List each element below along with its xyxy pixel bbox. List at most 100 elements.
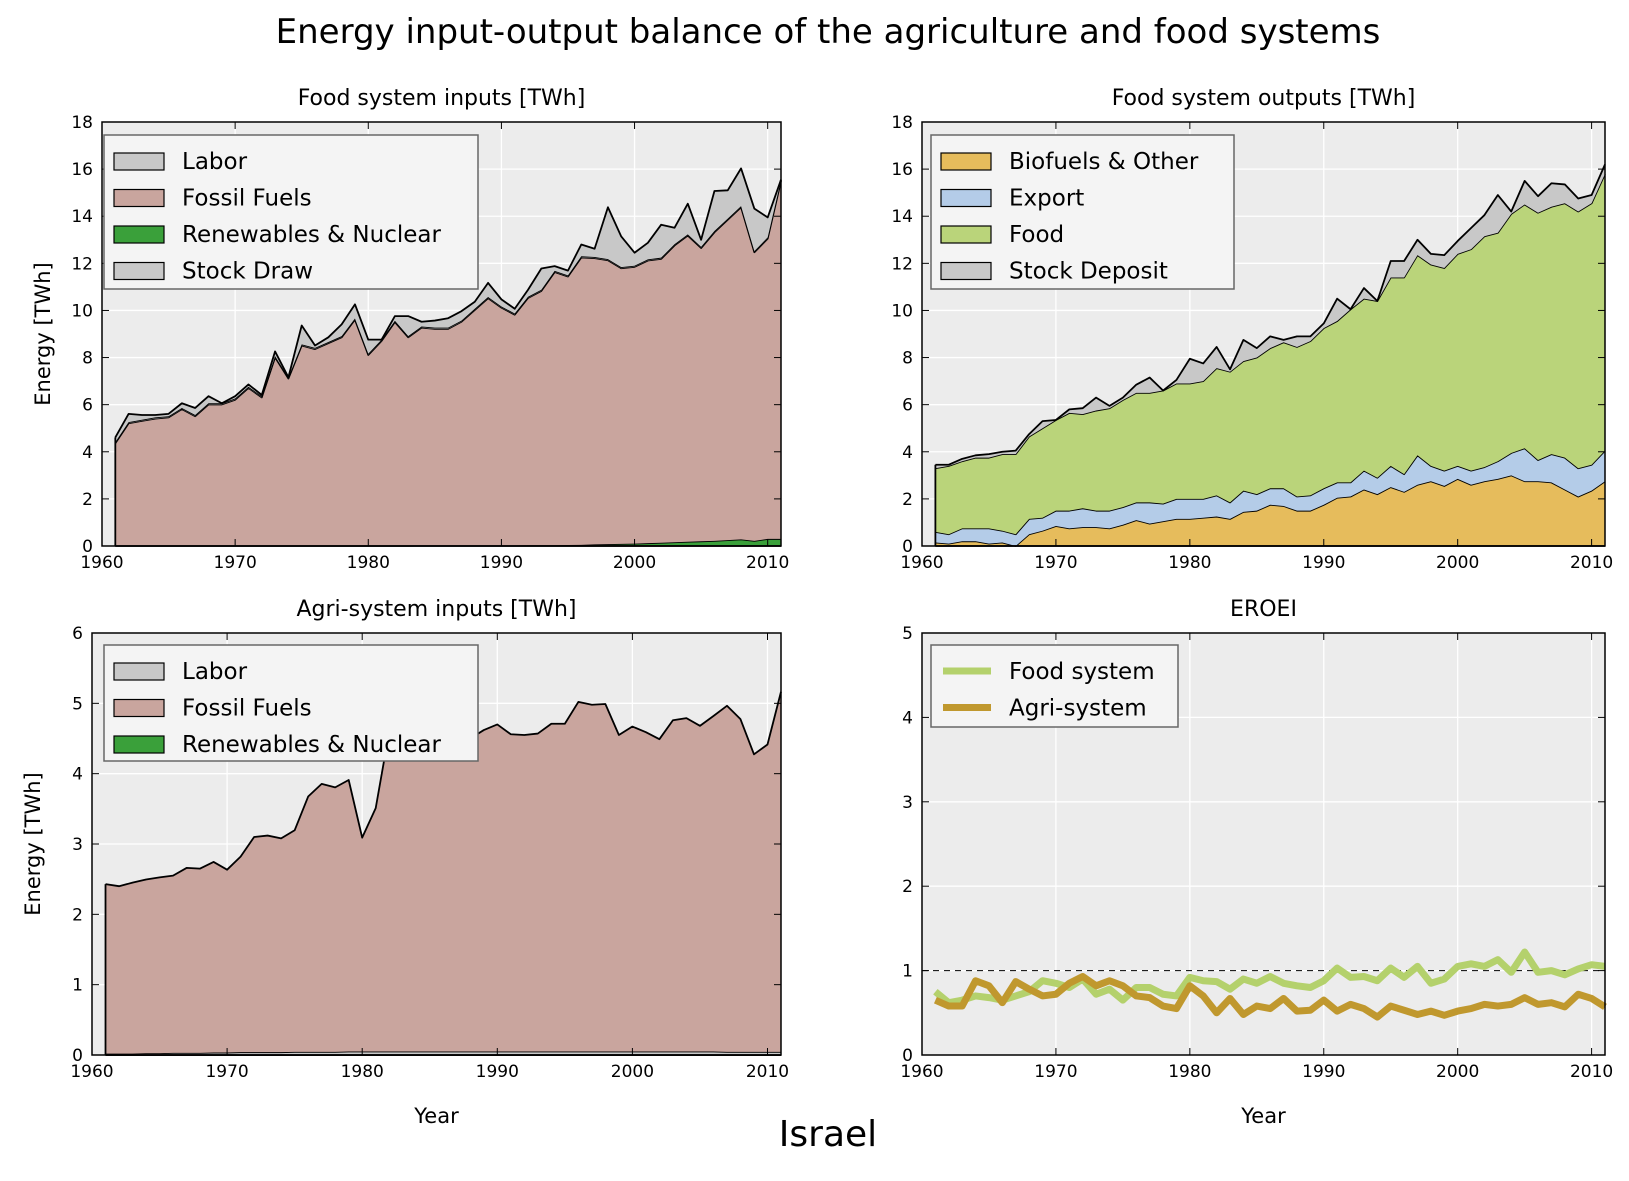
legend-label-agri-system: Agri-system bbox=[1009, 696, 1147, 722]
figure-title: Energy input-output balance of the agric… bbox=[276, 12, 1381, 52]
panel-food-outputs: 1960 1970 1980 1990 2000 2010 0 2 4 6 8 10 12 14 16 18 F… bbox=[891, 86, 1613, 573]
y-tick-label: 12 bbox=[71, 254, 93, 274]
x-tick-label: 1960 bbox=[900, 553, 943, 573]
x-axis-label: Year bbox=[1240, 1104, 1286, 1128]
y-tick-label: 4 bbox=[82, 443, 93, 463]
y-tick-label: 6 bbox=[902, 396, 913, 416]
legend-label-export: Export bbox=[1009, 186, 1084, 212]
y-tick-label: 4 bbox=[902, 708, 913, 728]
plot-frame bbox=[101, 121, 782, 547]
legend-label-fossil-fuels: Fossil Fuels bbox=[182, 186, 312, 212]
legend-label-renewables-nuclear: Renewables & Nuclear bbox=[182, 732, 441, 758]
panel-title: Food system inputs [TWh] bbox=[298, 86, 586, 111]
y-tick-label: 12 bbox=[891, 254, 913, 274]
y-tick-label: 6 bbox=[82, 396, 93, 416]
y-tick-label: 0 bbox=[902, 1046, 913, 1066]
y-tick-label: 5 bbox=[72, 694, 83, 714]
x-tick-label: 2010 bbox=[1570, 553, 1613, 573]
line-food-system bbox=[933, 948, 1606, 1007]
area-edge-stock-draw bbox=[114, 167, 782, 438]
legend-swatch-stock-draw bbox=[113, 261, 165, 281]
panel-agri-inputs: 1960 1970 1980 1990 2000 2010 0 1 2 3 4 5 6 Agri-syst… bbox=[21, 597, 789, 1128]
x-tick-label: 2000 bbox=[611, 1062, 654, 1082]
y-tick-label: 3 bbox=[902, 793, 913, 813]
y-tick-label: 18 bbox=[891, 113, 913, 133]
legend-label-stock-deposit: Stock Deposit bbox=[1009, 259, 1168, 285]
legend-label-biofuels-other: Biofuels & Other bbox=[1009, 149, 1199, 175]
panel-title: EROEI bbox=[1230, 597, 1297, 622]
y-tick-label: 16 bbox=[891, 160, 913, 180]
legend-swatch-biofuels-other bbox=[940, 152, 992, 171]
area-fossil-fuels bbox=[105, 691, 781, 1054]
y-tick-label: 14 bbox=[71, 207, 93, 227]
x-tick-label: 1960 bbox=[900, 1062, 943, 1082]
legend-swatch-food bbox=[940, 225, 992, 244]
y-tick-label: 5 bbox=[902, 624, 913, 644]
y-tick-label: 0 bbox=[72, 1046, 83, 1066]
panel-food-inputs: 1960 1970 1980 1990 2000 2010 0 2 4 6 8 10 12 14 16 18 F… bbox=[31, 86, 789, 573]
legend-label-labor: Labor bbox=[182, 659, 248, 685]
x-tick-label: 2000 bbox=[1436, 553, 1479, 573]
legend-box bbox=[103, 134, 479, 290]
area-fossil-fuels bbox=[115, 180, 782, 546]
plot-frame bbox=[921, 121, 1606, 547]
x-tick-label: 1980 bbox=[1168, 553, 1211, 573]
legend-swatch-export bbox=[940, 188, 992, 208]
x-tick-label: 2000 bbox=[1436, 1062, 1479, 1082]
y-tick-label: 2 bbox=[72, 905, 83, 925]
legend-swatch-renewables-nuclear bbox=[113, 225, 165, 244]
y-tick-label: 8 bbox=[902, 349, 913, 369]
y-tick-label: 16 bbox=[71, 160, 93, 180]
legend-swatch-labor bbox=[113, 662, 165, 681]
x-tick-label: 2010 bbox=[746, 553, 789, 573]
x-tick-label: 1980 bbox=[341, 1062, 384, 1082]
legend-label-fossil-fuels: Fossil Fuels bbox=[182, 696, 312, 722]
area-edge-stock-deposit bbox=[935, 164, 1606, 466]
x-axis-label: Year bbox=[413, 1104, 459, 1128]
y-tick-label: 2 bbox=[902, 490, 913, 510]
panel-eroei: 1960 1970 1980 1990 2000 2010 0 1 2 3 4 5 EROEI Year F… bbox=[900, 597, 1613, 1128]
y-tick-label: 14 bbox=[891, 207, 913, 227]
y-tick-label: 18 bbox=[71, 113, 93, 133]
y-axis-label: Energy [TWh] bbox=[31, 262, 55, 405]
y-tick-label: 2 bbox=[82, 490, 93, 510]
legend-swatch-renewables-nuclear bbox=[113, 735, 165, 754]
x-tick-label: 1990 bbox=[476, 1062, 519, 1082]
country-label: Israel bbox=[779, 1114, 877, 1155]
y-tick-label: 4 bbox=[902, 443, 913, 463]
y-tick-label: 4 bbox=[72, 765, 83, 785]
x-tick-label: 1980 bbox=[347, 553, 390, 573]
legend-box bbox=[103, 644, 479, 762]
x-tick-label: 1990 bbox=[1302, 1062, 1345, 1082]
legend-swatch-stock-deposit bbox=[940, 261, 992, 281]
legend-swatch-fossil-fuels bbox=[113, 698, 165, 718]
area-export bbox=[935, 448, 1605, 546]
x-tick-label: 2010 bbox=[746, 1062, 789, 1082]
line-agri-system bbox=[933, 973, 1607, 1021]
legend-swatch-labor bbox=[113, 152, 165, 171]
y-tick-label: 3 bbox=[72, 835, 83, 855]
y-tick-label: 8 bbox=[82, 349, 93, 369]
plot-frame bbox=[921, 632, 1606, 1056]
legend-label-food-system: Food system bbox=[1009, 659, 1155, 685]
x-tick-label: 1960 bbox=[80, 553, 123, 573]
y-tick-label: 10 bbox=[71, 301, 93, 321]
x-tick-label: 1960 bbox=[70, 1062, 113, 1082]
x-tick-label: 1990 bbox=[1302, 553, 1345, 573]
y-tick-label: 1 bbox=[72, 976, 83, 996]
legend-label-food: Food bbox=[1009, 222, 1064, 248]
x-tick-label: 2010 bbox=[1570, 1062, 1613, 1082]
y-tick-label: 0 bbox=[902, 537, 913, 557]
x-tick-label: 1970 bbox=[1034, 553, 1077, 573]
x-tick-label: 1970 bbox=[214, 553, 257, 573]
panel-title: Agri-system inputs [TWh] bbox=[297, 597, 577, 622]
x-tick-label: 1980 bbox=[1168, 1062, 1211, 1082]
legend-label-renewables-nuclear: Renewables & Nuclear bbox=[182, 222, 441, 248]
area-food bbox=[935, 173, 1605, 535]
y-tick-label: 6 bbox=[72, 624, 83, 644]
legend-box bbox=[930, 644, 1179, 728]
legend-swatch-fossil-fuels bbox=[113, 188, 165, 208]
y-axis-label: Energy [TWh] bbox=[21, 772, 45, 915]
x-tick-label: 1990 bbox=[480, 553, 523, 573]
